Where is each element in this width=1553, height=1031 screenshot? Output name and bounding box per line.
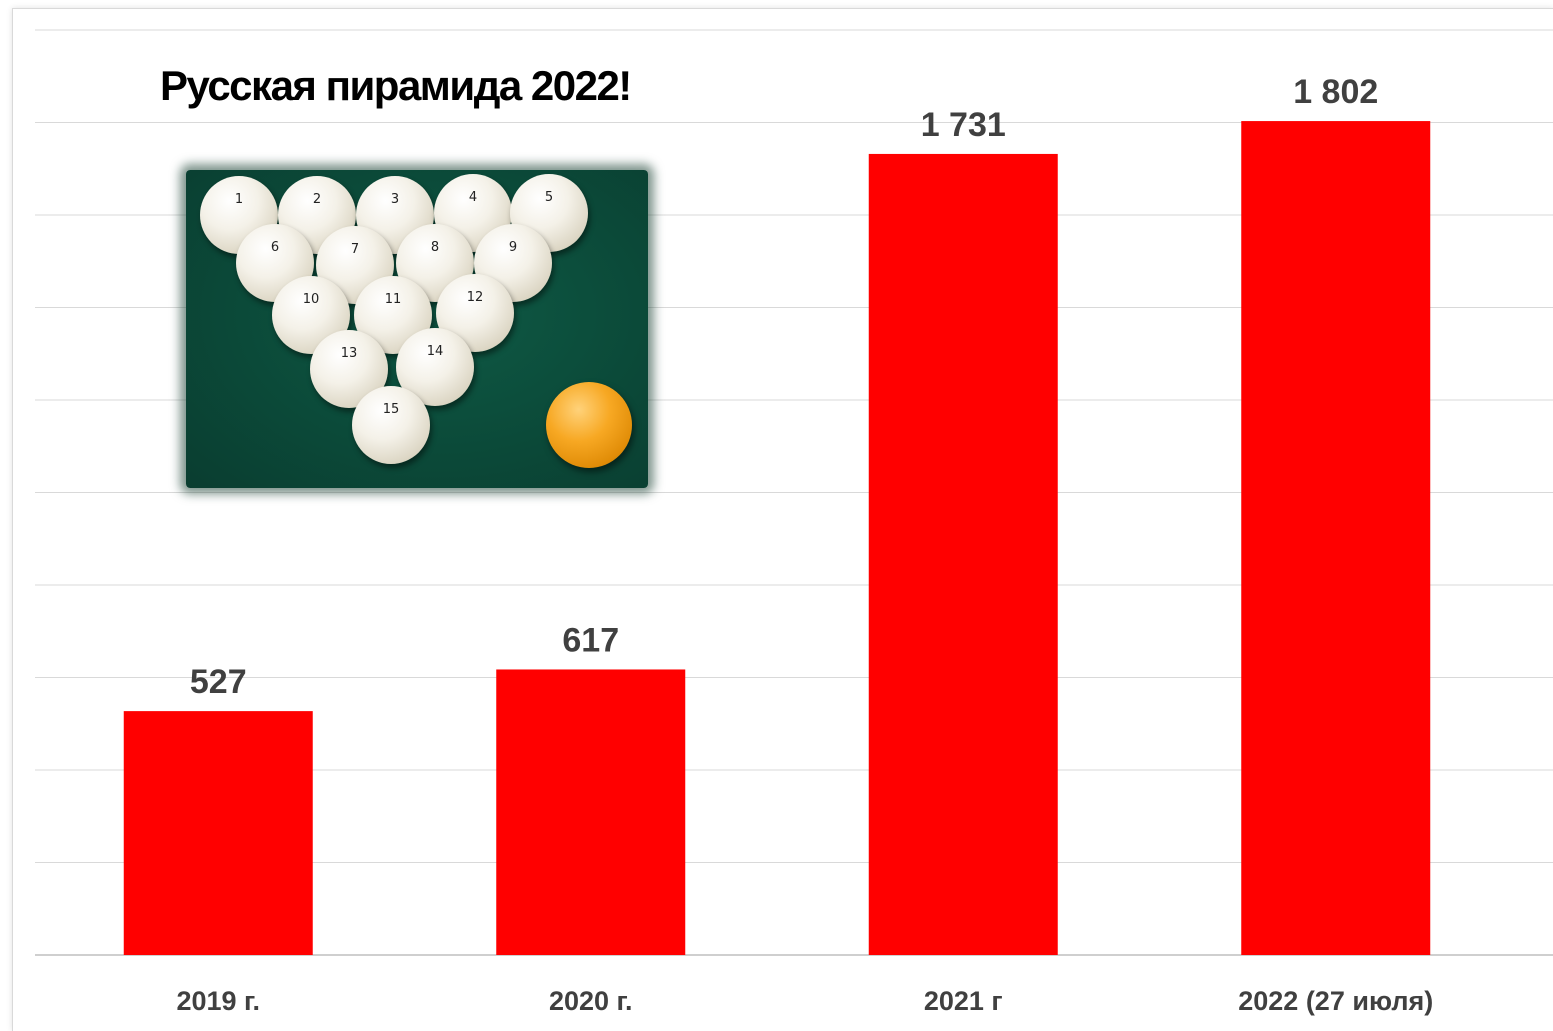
data-label-1: 617 <box>562 621 619 659</box>
ball-6: 6 <box>236 224 314 302</box>
x-tick-label-0: 2019 г. <box>176 986 260 1016</box>
cue-ball <box>546 382 632 468</box>
data-label-2: 1 731 <box>921 106 1006 144</box>
x-tick-label-2: 2021 г <box>924 986 1003 1016</box>
chart-title: Русская пирамида 2022! <box>160 62 632 109</box>
bar-0 <box>123 711 313 955</box>
x-tick-label-3: 2022 (27 июля) <box>1238 986 1433 1016</box>
billiard-pyramid-photo: 1 2 3 4 5 6 7 8 9 10 11 12 13 14 15 <box>186 170 648 488</box>
bar-2 <box>868 153 1058 956</box>
data-label-0: 527 <box>190 663 247 701</box>
data-label-3: 1 802 <box>1293 73 1378 111</box>
x-tick-label-1: 2020 г. <box>549 986 633 1016</box>
ball-15: 15 <box>352 386 430 464</box>
bar-1 <box>496 669 686 955</box>
bar-3 <box>1241 121 1431 955</box>
